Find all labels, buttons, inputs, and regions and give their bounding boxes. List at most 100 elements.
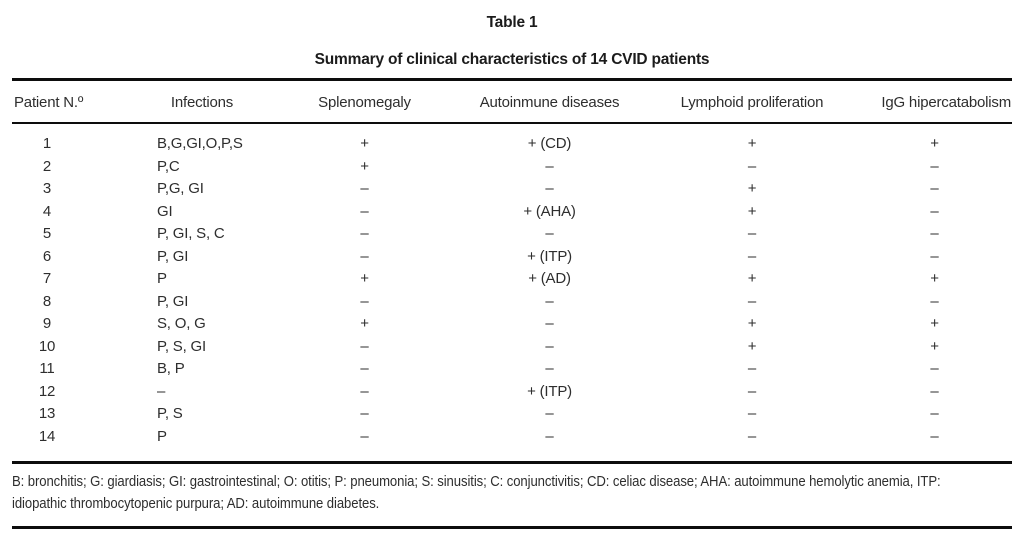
cell-patient-number: 5 [42,225,52,242]
cell-lymphoid-proliferation: – [747,382,757,400]
col-header-lymphoid-proliferation: Lymphoid proliferation [647,79,857,124]
cell-splenomegaly: – [360,225,369,242]
cell-infections: P, GI [157,247,189,265]
cell-patient-number: 10 [38,337,56,355]
cell-infections: P,G, GI [157,180,204,197]
cell-igg-hypercatabolism: – [930,292,939,310]
cell-igg-hypercatabolism: + [930,315,939,332]
table-row: 3 P,G, GI – – + – [12,178,1012,201]
cell-patient-number: 6 [42,247,52,265]
table-subtitle: Summary of clinical characteristics of 1… [314,51,710,68]
footnote-line-2: idiopathic thrombocytopenic purpura; AD:… [12,496,380,512]
cell-infections: – [157,382,166,400]
table-row: 6 P, GI – + (ITP) – – [12,246,1012,269]
cell-autoimmune-diseases: – [545,405,554,422]
cell-autoimmune-diseases: + (AD) [528,270,571,287]
cell-splenomegaly: – [360,202,369,220]
cell-lymphoid-proliferation: + [747,202,757,220]
table-title: Table 1 [486,14,538,31]
cell-igg-hypercatabolism: + [930,337,939,355]
col-header-infections: Infections [127,79,277,124]
cell-patient-number: 8 [42,292,52,310]
cell-igg-hypercatabolism: – [930,382,939,400]
cell-lymphoid-proliferation: + [747,135,757,152]
cell-autoimmune-diseases: – [545,225,554,242]
cell-splenomegaly: + [360,135,369,152]
table-row: 5 P, GI, S, C – – – – [12,223,1012,246]
table-row: 14 P – – – – [12,425,1012,464]
cell-patient-number: 3 [42,180,52,197]
table-row: 8 P, GI – – – – [12,291,1012,314]
cell-autoimmune-diseases: + (CD) [527,135,572,152]
cell-lymphoid-proliferation: + [747,337,757,355]
cell-igg-hypercatabolism: – [930,247,939,265]
cell-lymphoid-proliferation: – [747,225,757,242]
cell-splenomegaly: – [360,337,369,355]
col-header-igg-hypercatabolism: IgG hipercatabolism [857,79,1012,124]
cell-patient-number: 1 [42,135,52,152]
table-row: 10 P, S, GI – – + + [12,336,1012,359]
col-header-autoimmune-diseases: Autoinmune diseases [452,79,647,124]
cell-igg-hypercatabolism: – [930,157,939,175]
cell-patient-number: 2 [42,157,52,175]
cell-splenomegaly: – [360,382,369,400]
cell-lymphoid-proliferation: – [747,247,757,265]
cell-igg-hypercatabolism: – [930,180,939,197]
cell-patient-number: 7 [42,270,52,287]
cell-patient-number: 14 [12,425,127,464]
table-body: 1 B,G,GI,O,P,S + + (CD) + + 2 P,C + – – … [12,123,1012,464]
cell-autoimmune-diseases: + (AHA) [523,202,576,220]
cell-patient-number: 11 [39,360,55,377]
cell-infections: P, GI, S, C [157,225,225,242]
cell-splenomegaly: + [360,270,369,287]
cell-splenomegaly: – [360,405,369,422]
cell-igg-hypercatabolism: – [930,225,939,242]
cell-infections: B, P [157,360,185,377]
cell-infections: P, GI [157,292,189,310]
table-row: 13 P, S – – – – [12,403,1012,426]
cell-igg-hypercatabolism: – [857,425,1012,464]
cell-igg-hypercatabolism: + [930,135,939,152]
cell-lymphoid-proliferation: – [747,405,757,422]
table-row: 9 S, O, G + – + + [12,313,1012,336]
cell-infections: B,G,GI,O,P,S [157,135,243,152]
cell-autoimmune-diseases: – [545,360,554,377]
cell-infections: P, S [157,405,183,422]
table-row: 12 – – + (ITP) – – [12,381,1012,404]
cell-splenomegaly: + [360,315,369,332]
cell-splenomegaly: – [360,360,369,377]
cell-splenomegaly: + [360,157,369,175]
cell-autoimmune-diseases: + (ITP) [527,247,572,265]
cell-autoimmune-diseases: – [545,157,554,175]
cell-autoimmune-diseases: – [545,180,554,197]
cell-lymphoid-proliferation: – [747,360,757,377]
cell-igg-hypercatabolism: – [930,405,939,422]
cell-infections: GI [157,202,173,220]
cell-autoimmune-diseases: – [452,425,647,464]
table-row: 1 B,G,GI,O,P,S + + (CD) + + [12,123,1012,156]
cell-autoimmune-diseases: – [545,337,554,355]
cell-igg-hypercatabolism: – [930,360,939,377]
cell-splenomegaly: – [360,180,369,197]
table-row: 7 P + + (AD) + + [12,268,1012,291]
col-header-patient-number: Patient N.º [12,79,127,124]
cell-splenomegaly: – [360,247,369,265]
cell-autoimmune-diseases: – [545,315,554,332]
cell-infections: P,C [157,157,180,175]
cell-autoimmune-diseases: – [545,292,554,310]
cell-igg-hypercatabolism: – [930,202,939,220]
footnote-line-1: B: bronchitis; G: giardiasis; GI: gastro… [12,474,941,490]
cell-lymphoid-proliferation: + [747,315,757,332]
cell-autoimmune-diseases: + (ITP) [527,382,572,400]
cell-infections: P [157,270,167,287]
table-header: Patient N.º Infections Splenomegaly Auto… [12,79,1012,124]
table-row: 2 P,C + – – – [12,156,1012,179]
cell-lymphoid-proliferation: – [747,157,757,175]
cell-infections: S, O, G [157,315,206,332]
col-header-splenomegaly: Splenomegaly [277,79,452,124]
clinical-characteristics-table: Patient N.º Infections Splenomegaly Auto… [12,78,1012,464]
cell-splenomegaly: – [277,425,452,464]
cell-patient-number: 4 [42,202,52,220]
cell-lymphoid-proliferation: + [747,270,757,287]
